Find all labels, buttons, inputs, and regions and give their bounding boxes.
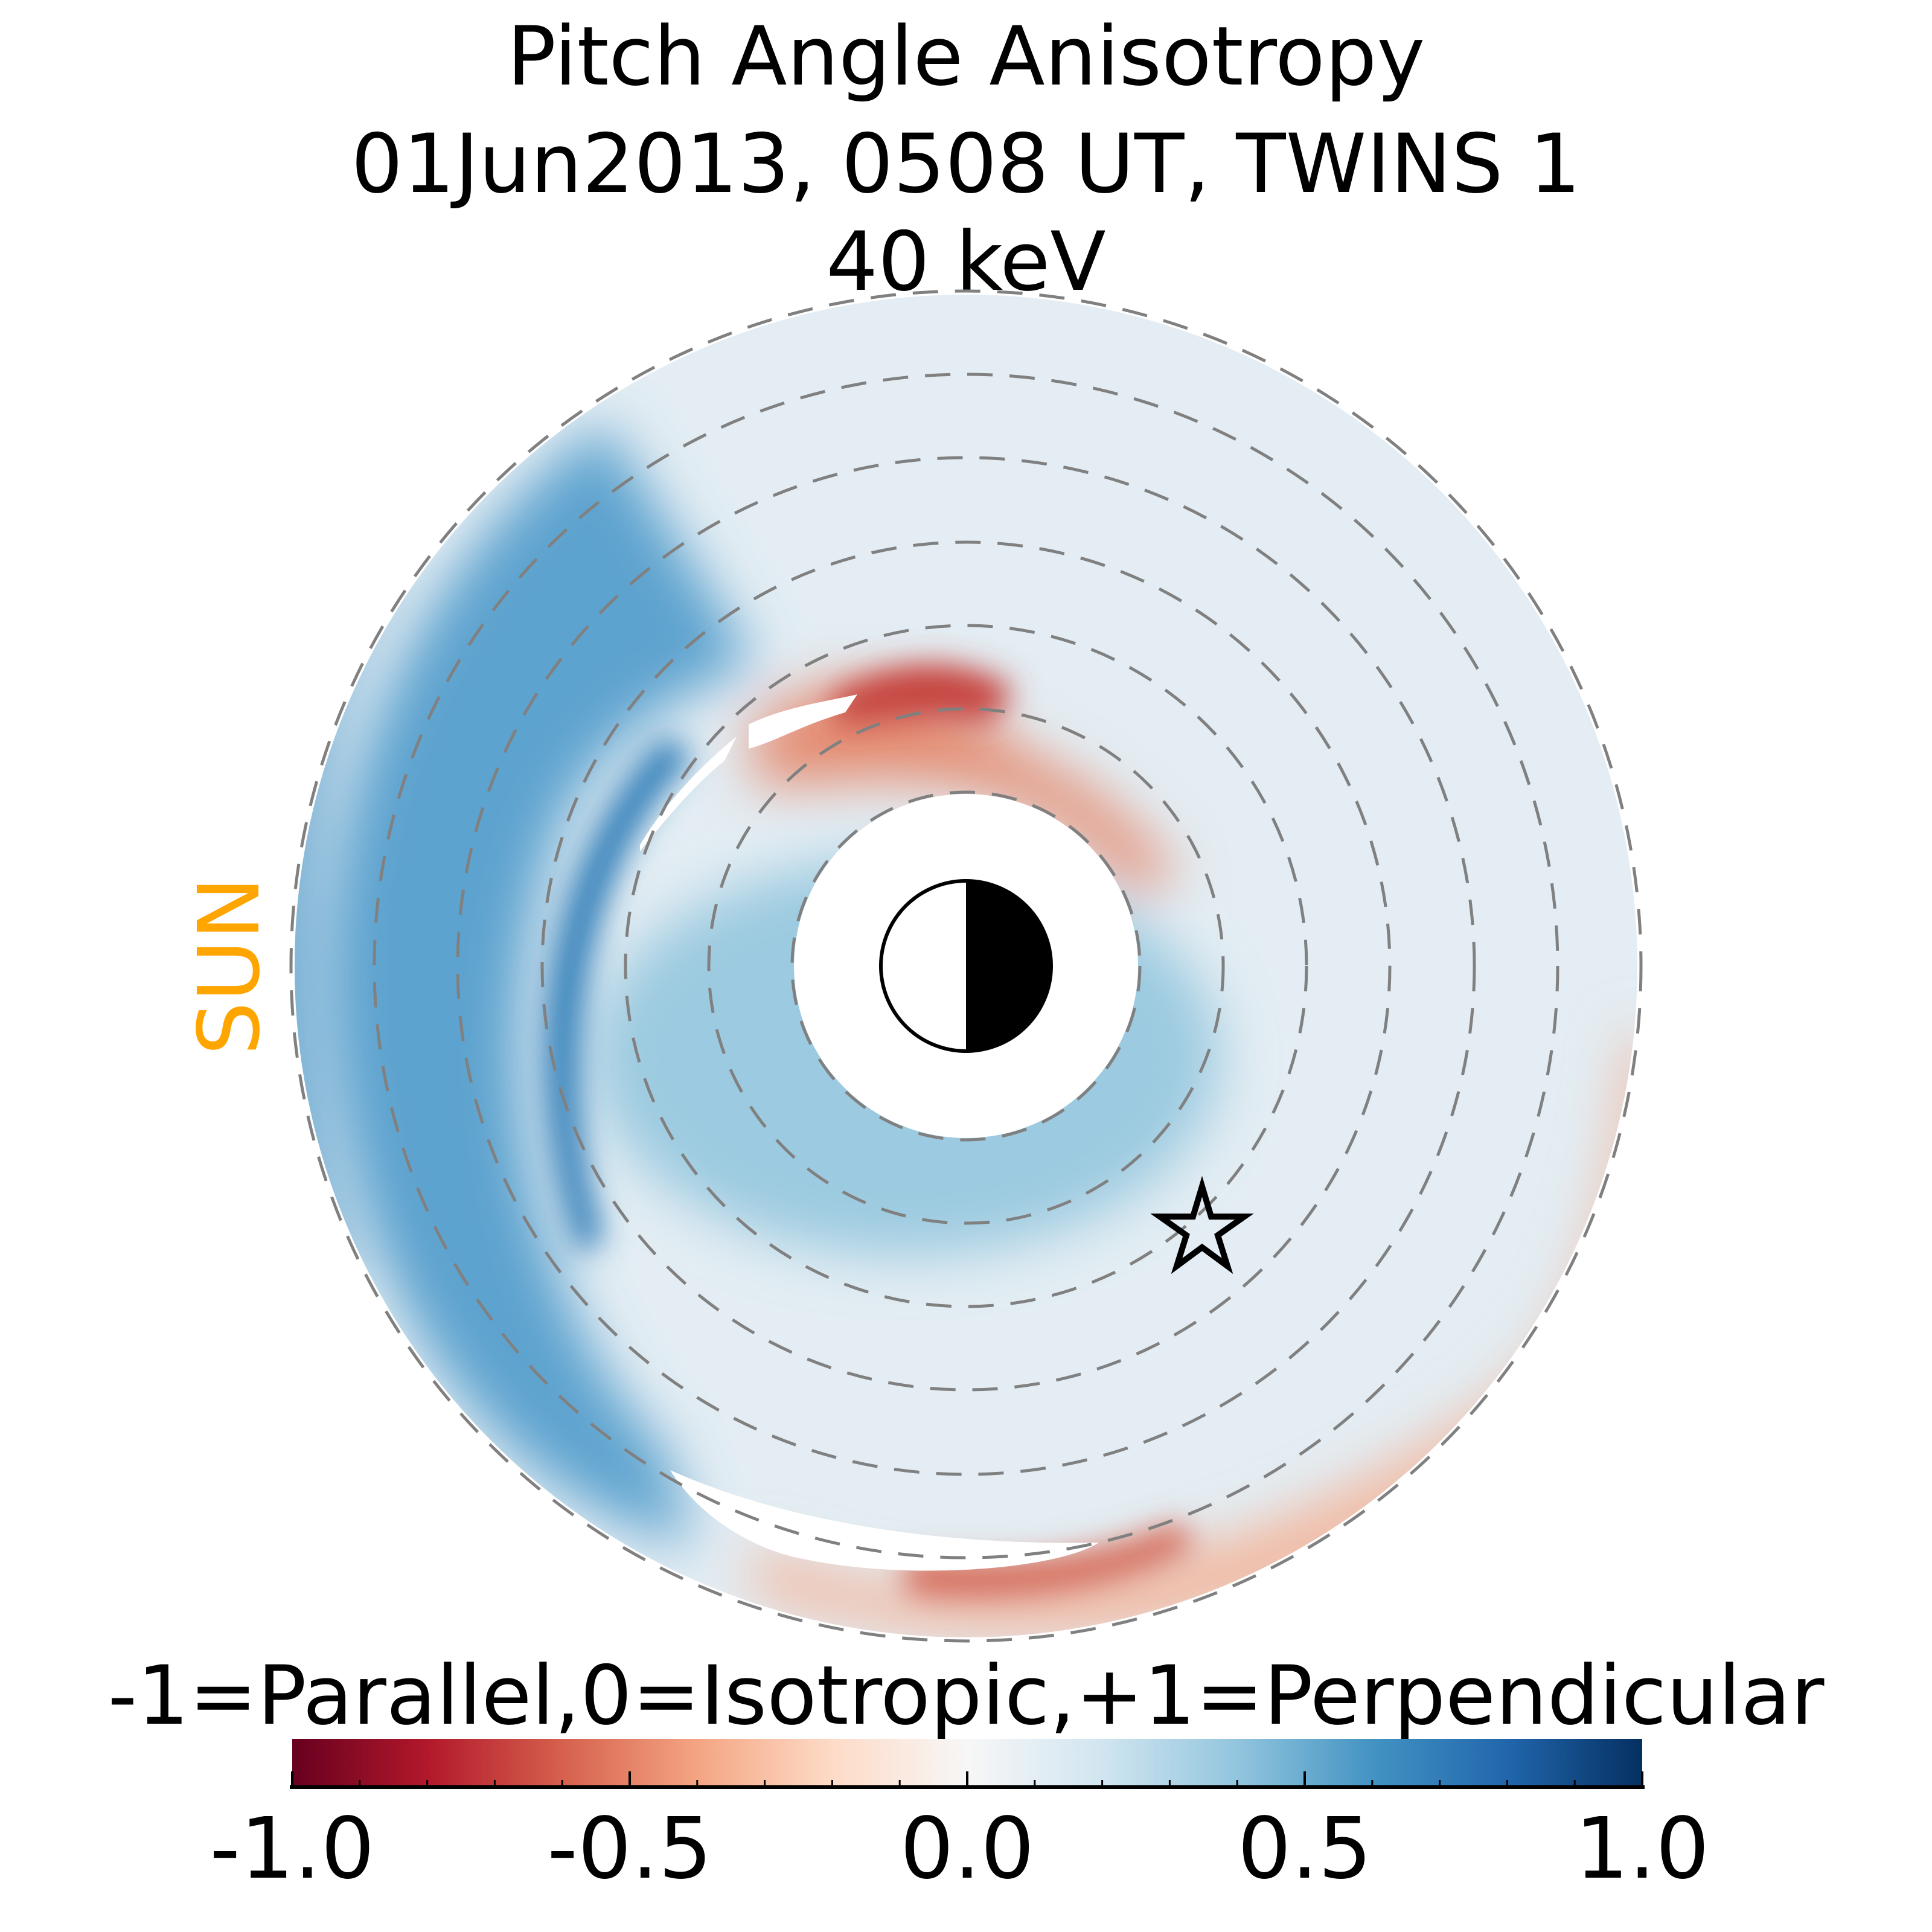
dashed-range-circles <box>289 289 1643 1643</box>
dashed-circle <box>707 707 1225 1225</box>
dashed-circle <box>373 373 1559 1559</box>
region-north-dark-red <box>833 664 1014 724</box>
chart-title-line-3: 40 keV <box>826 214 1105 309</box>
dashed-circle <box>790 790 1142 1142</box>
colorbar-ticks <box>291 1771 1643 1787</box>
colorbar-label: -1=Parallel,0=Isotropic,+1=Perpendicular <box>108 1648 1825 1743</box>
dashed-circle <box>289 289 1643 1643</box>
region-west-dark-blue <box>545 737 694 1256</box>
colorbar-tick-label: -1.0 <box>210 1800 374 1898</box>
colorbar-tick-labels: -1.0 -0.5 0.0 0.5 1.0 <box>210 1800 1709 1898</box>
region-north-red <box>755 686 1177 894</box>
dashed-circle <box>456 456 1476 1476</box>
spacecraft-star-icon <box>1150 1176 1254 1275</box>
dashed-circle <box>624 624 1308 1308</box>
earth-day-night-symbol <box>879 879 1053 1053</box>
chart-title-line-2: 01Jun2013, 0508 UT, TWINS 1 <box>351 117 1581 211</box>
colorbar-tick-label: 0.0 <box>900 1800 1035 1898</box>
region-south-dark-red <box>906 1521 1195 1599</box>
chart-title-line-1: Pitch Angle Anisotropy <box>507 9 1425 104</box>
no-data-gap-north <box>640 694 857 851</box>
colorbar-tick-label: 1.0 <box>1575 1800 1710 1898</box>
sun-label: SUN <box>181 877 279 1055</box>
dashed-circle <box>540 540 1392 1392</box>
colorbar-tick-label: 0.5 <box>1238 1800 1372 1898</box>
colorbar-tick-label: -0.5 <box>547 1800 712 1898</box>
no-data-gap-south <box>670 1470 1099 1571</box>
